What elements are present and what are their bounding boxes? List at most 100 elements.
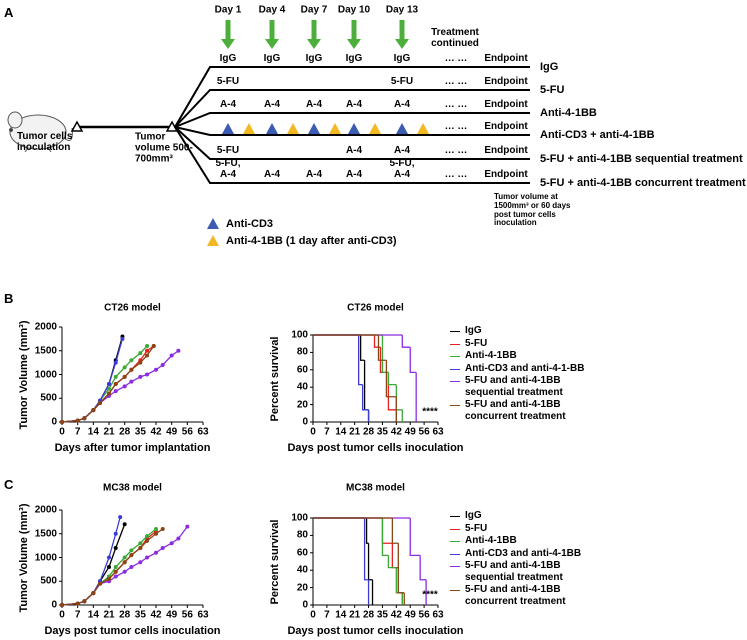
y-axis-label: Percent survival bbox=[268, 519, 281, 604]
treatment-label: A-4 bbox=[345, 99, 363, 110]
legend-item: 5-FU and anti-4-1BB sequential treatment bbox=[450, 560, 590, 583]
growth-point bbox=[122, 522, 127, 527]
growth-point bbox=[118, 515, 123, 520]
x-tick-label: 63 bbox=[197, 426, 209, 438]
growth-point bbox=[129, 358, 134, 363]
significance: **** bbox=[422, 406, 438, 418]
legend-text: IgG bbox=[465, 325, 482, 336]
growth-point bbox=[113, 546, 118, 550]
x-tick-label: 63 bbox=[432, 609, 444, 621]
legend-text: 5-FU bbox=[465, 337, 488, 349]
legend-text: 5-FU and anti-4-1BB sequential treatment bbox=[465, 560, 563, 583]
survival-step bbox=[361, 384, 369, 411]
treatment-label: IgG bbox=[305, 53, 323, 64]
survival-step bbox=[373, 335, 381, 348]
y-tick-label: 60 bbox=[296, 364, 308, 376]
growth-line bbox=[61, 526, 188, 606]
x-tick-label: 7 bbox=[74, 426, 81, 438]
chart-title: MC38 model bbox=[346, 482, 405, 494]
legend-text: 5-FU and anti-4-1BB concurrent treatment bbox=[465, 584, 566, 607]
treatment-label: A-4 bbox=[393, 99, 411, 110]
day-label: Day 4 bbox=[258, 4, 286, 16]
treatment-arrow-head bbox=[221, 39, 235, 49]
treatment-arrow-head bbox=[265, 39, 279, 49]
growth-point bbox=[113, 374, 118, 379]
endpoint-label: Endpoint bbox=[484, 169, 528, 180]
y-tick-label: 1500 bbox=[34, 345, 57, 357]
growth-point bbox=[107, 555, 111, 560]
growth-point bbox=[75, 601, 80, 606]
y-tick-label: 100 bbox=[291, 329, 308, 341]
dose-triangle bbox=[207, 218, 219, 229]
growth-point bbox=[107, 391, 111, 396]
growth-point bbox=[98, 581, 103, 586]
growth-point bbox=[129, 565, 134, 569]
ellipsis: … … bbox=[444, 145, 468, 156]
dose-triangle bbox=[369, 123, 381, 134]
x-tick-label: 21 bbox=[103, 426, 115, 438]
endpoint-label: Endpoint bbox=[484, 145, 528, 156]
growth-point bbox=[145, 555, 150, 560]
treatment-label: 5-FU, A-4 bbox=[215, 158, 241, 180]
y-tick-label: 1000 bbox=[34, 552, 57, 563]
x-tick-label: 7 bbox=[324, 426, 330, 438]
survival-step bbox=[363, 518, 369, 581]
treatment-label: 5-FU, A-4 bbox=[389, 158, 415, 180]
growth-point bbox=[169, 541, 174, 546]
growth-point bbox=[107, 386, 111, 391]
endpoint-note: Tumor volume at 1500mm³ or 60 days post … bbox=[494, 192, 571, 228]
survival-step bbox=[395, 384, 403, 411]
x-tick-label: 14 bbox=[87, 426, 99, 438]
x-tick-label: 28 bbox=[362, 609, 375, 621]
legend-marker bbox=[450, 356, 460, 357]
growth-point bbox=[176, 348, 181, 353]
mouse-icon bbox=[7, 111, 73, 153]
growth-point bbox=[145, 538, 150, 543]
treatment-label: A-4 bbox=[345, 145, 363, 156]
survival-step bbox=[401, 335, 411, 348]
growth-point bbox=[113, 565, 118, 569]
legend-text: IgG bbox=[465, 510, 482, 521]
panel-label: B bbox=[4, 291, 14, 306]
survival-step bbox=[387, 555, 397, 569]
day-label: Day 13 bbox=[385, 4, 419, 16]
growth-point bbox=[154, 367, 158, 372]
legend-item: 5-FU bbox=[450, 523, 590, 535]
survival-step bbox=[395, 567, 403, 594]
group-name: Anti-4-1BB bbox=[540, 106, 597, 119]
branch-line bbox=[174, 126, 530, 160]
growth-point bbox=[185, 524, 190, 529]
x-tick-label: 42 bbox=[150, 609, 162, 621]
group-name: IgG bbox=[540, 60, 559, 73]
growth-line bbox=[61, 345, 148, 423]
growth-point bbox=[122, 374, 127, 379]
treatment-label: 5-FU bbox=[216, 76, 240, 87]
x-tick-label: 0 bbox=[59, 426, 65, 438]
x-tick-label: 14 bbox=[335, 609, 347, 621]
panel-label: A bbox=[4, 5, 14, 20]
treatment-arrow-head bbox=[347, 39, 361, 49]
treatment-arrow-head bbox=[307, 39, 321, 49]
survival-step bbox=[387, 372, 397, 386]
x-tick-label: 35 bbox=[376, 426, 388, 438]
legend-item: IgG bbox=[450, 325, 590, 337]
growth-point bbox=[129, 553, 134, 558]
group-name: 5-FU + anti-4-1BB concurrent treatment bbox=[540, 176, 746, 189]
growth-point bbox=[91, 591, 96, 596]
growth-point bbox=[122, 560, 127, 565]
day-label: Day 1 bbox=[214, 4, 242, 16]
legend-item: Anti-CD3 and anti-4-1BB bbox=[450, 548, 590, 560]
x-tick-label: 0 bbox=[310, 426, 316, 438]
legend-text: 5-FU and anti-4-1BB sequential treatment bbox=[465, 375, 563, 398]
treatment-label: A-4 bbox=[305, 169, 323, 180]
branch-line bbox=[174, 126, 530, 136]
growth-point bbox=[113, 389, 118, 394]
survival-step bbox=[409, 518, 421, 557]
growth-point bbox=[138, 546, 143, 550]
timepoint-marker bbox=[70, 120, 84, 132]
y-tick-label: 0 bbox=[302, 599, 308, 611]
group-name: Anti-CD3 + anti-4-1BB bbox=[540, 128, 655, 141]
day-label: Day 7 bbox=[300, 4, 328, 16]
growth-point bbox=[145, 534, 150, 539]
y-tick-label: 60 bbox=[296, 547, 308, 559]
